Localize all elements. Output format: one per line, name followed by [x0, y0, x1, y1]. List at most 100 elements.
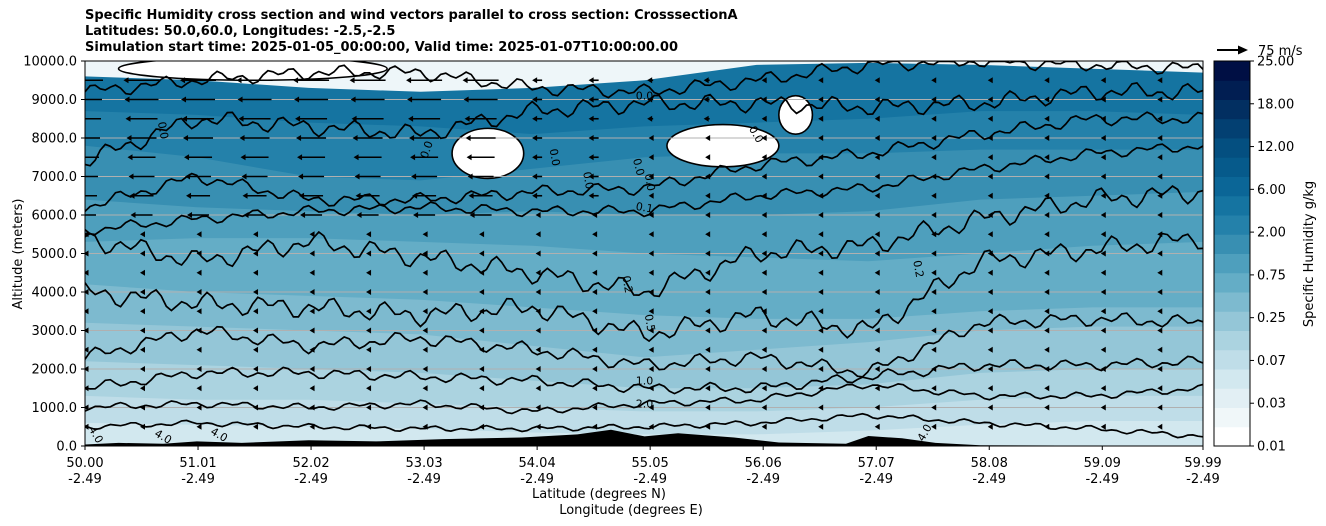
colorbar-label: Specific Humidity g/kg — [1302, 181, 1317, 327]
contour-line-4 — [85, 185, 1203, 298]
wind-vector-head — [874, 77, 880, 84]
y-tick-label: 6000.0 — [32, 209, 78, 224]
wind-vector-head — [1044, 77, 1050, 84]
wind-vector-head — [818, 423, 824, 430]
wind-vector-head — [295, 115, 301, 122]
wind-vector-head — [535, 250, 541, 257]
wind-vector-head — [874, 96, 880, 103]
chart-title-line-1: Specific Humidity cross section and wind… — [85, 8, 738, 23]
wind-vector-head — [1044, 96, 1050, 103]
wind-vector-head — [1157, 250, 1163, 257]
y-tick-label: 0.0 — [56, 440, 77, 455]
wind-vector-head — [309, 366, 315, 372]
colorbar-swatch — [1214, 292, 1250, 312]
wind-vector-key: 75 m/s — [1217, 44, 1303, 59]
wind-vector-head — [874, 192, 880, 199]
wind-vector-head — [592, 385, 598, 392]
wind-vector-head — [1044, 289, 1050, 295]
wind-vector-head — [588, 115, 594, 122]
wind-vector-head — [464, 115, 470, 122]
wind-vector-head — [588, 77, 594, 84]
wind-vector-head — [240, 154, 246, 161]
humidity-band-9 — [85, 421, 1203, 446]
wind-vector-head — [818, 289, 824, 295]
wind-vector-head — [874, 404, 880, 411]
wind-vector-head — [987, 154, 993, 161]
colorbar-swatch — [1214, 330, 1250, 351]
wind-vector-head — [592, 250, 598, 257]
wind-vector-head — [1044, 231, 1050, 238]
wind-vector-head — [874, 289, 880, 295]
wind-vector-head — [140, 423, 146, 430]
wind-vector-head — [409, 135, 415, 141]
wind-vector-head — [407, 96, 413, 103]
wind-vector-head — [818, 212, 824, 218]
contour-label: 0.2 — [910, 259, 926, 278]
wind-vector-head — [366, 423, 372, 430]
wind-vector-head — [931, 404, 937, 411]
wind-vector-head — [592, 212, 598, 218]
y-tick-label: 3000.0 — [32, 324, 78, 339]
wind-vector-head — [1044, 192, 1050, 199]
wind-vector-head — [126, 135, 132, 141]
wind-vector-head — [705, 423, 711, 430]
wind-vector-head — [535, 308, 541, 315]
wind-vector-head — [1100, 289, 1106, 295]
wind-vector-head — [761, 154, 767, 161]
wind-vector-head — [366, 308, 372, 315]
wind-vector-head — [129, 192, 135, 199]
wind-vector-head — [931, 115, 937, 122]
wind-vector-head — [1044, 135, 1050, 141]
wind-vector-head — [196, 327, 202, 334]
wind-vector-head — [592, 366, 598, 372]
wind-vector-head — [647, 115, 653, 122]
wind-vector-head — [874, 385, 880, 392]
x-tick-label-longitude: -2.49 — [294, 472, 328, 487]
wind-vector-head — [818, 115, 824, 122]
contour-line-5 — [85, 232, 1203, 343]
wind-vector-head — [1044, 385, 1050, 392]
wind-vector-head — [987, 346, 993, 353]
wind-vector-head — [535, 212, 541, 218]
wind-vector-head — [1044, 327, 1050, 334]
wind-vector-head — [592, 269, 598, 276]
wind-vector-head — [479, 231, 485, 238]
colorbar-tick-label: 0.03 — [1257, 397, 1286, 412]
wind-vector-head — [196, 289, 202, 295]
wind-vector-head — [818, 77, 824, 84]
wind-vector-head — [818, 308, 824, 315]
terrain — [85, 429, 1203, 446]
wind-vector-head — [366, 327, 372, 334]
wind-vector-head — [874, 366, 880, 372]
wind-vector-head — [761, 173, 767, 180]
wind-vector-head — [237, 96, 243, 103]
wind-vector-head — [366, 269, 372, 276]
wind-vector-head — [253, 250, 259, 257]
wind-vector-head — [422, 250, 428, 257]
wind-vector-head — [874, 308, 880, 315]
x-tick-label-longitude: -2.49 — [972, 472, 1006, 487]
wind-vector-head — [196, 404, 202, 411]
colorbar-tick-label: 25.00 — [1257, 55, 1294, 70]
x-tick-label-latitude: 53.03 — [405, 456, 442, 471]
wind-vector-head — [309, 346, 315, 353]
wind-vector-head — [761, 308, 767, 315]
wind-vector-head — [987, 385, 993, 392]
wind-vector-head — [761, 231, 767, 238]
wind-vector-head — [422, 366, 428, 372]
x-axis-label-latitude: Latitude (degrees N) — [532, 487, 666, 502]
wind-vector-head — [648, 231, 654, 238]
wind-vector-head — [931, 366, 937, 372]
wind-vector-head — [818, 231, 824, 238]
wind-vector-head — [196, 346, 202, 353]
wind-vector-head — [1100, 423, 1106, 430]
wind-vector-head — [479, 385, 485, 392]
wind-vector-head — [140, 346, 146, 353]
wind-vector-head — [1100, 327, 1106, 334]
wind-vector-head — [705, 308, 711, 315]
wind-vector-head — [1044, 423, 1050, 430]
wind-vector-head — [422, 327, 428, 334]
wind-vector-head — [588, 96, 594, 103]
wind-vector-head — [1044, 250, 1050, 257]
